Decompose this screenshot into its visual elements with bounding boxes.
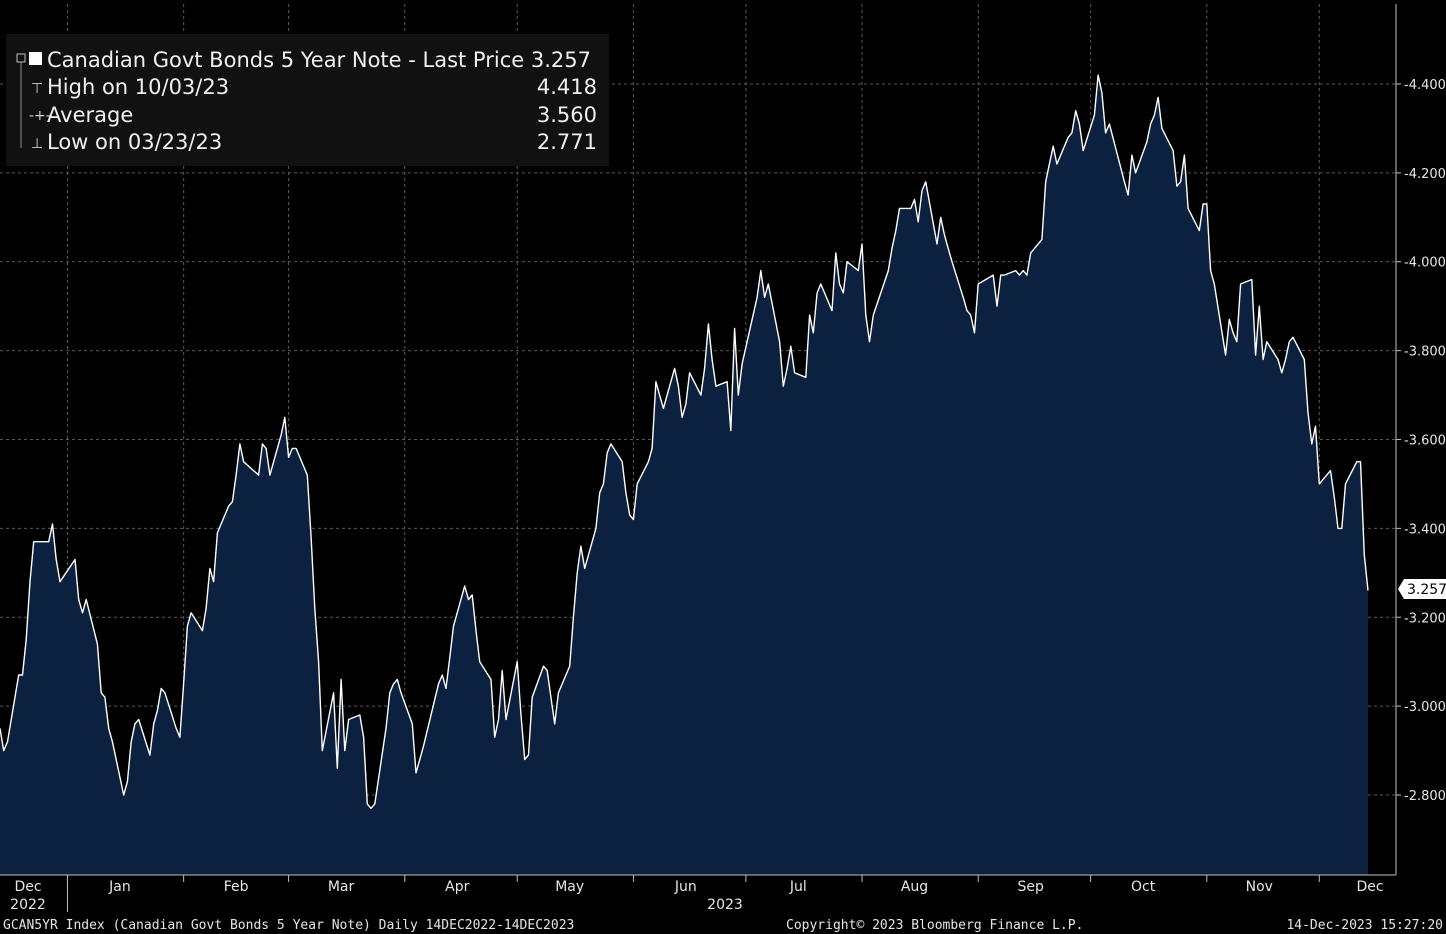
last-price-tag-text: 3.257 — [1407, 582, 1446, 598]
x-axis-ticks: Dec 2022 Jan Feb Mar Apr May Jun 2023 Jul Aug Sep Oc… — [10, 875, 1384, 913]
x-tick-label: Jan — [108, 879, 131, 895]
x-tick-label: Oct — [1131, 879, 1156, 895]
x-tick-label: Feb — [224, 879, 249, 895]
footer-index-info: GCAN5YR Index (Canadian Govt Bonds 5 Yea… — [3, 918, 574, 933]
y-tick-label: -3.600 — [1404, 434, 1446, 449]
legend-high-label: High on 10/03/23 — [47, 75, 229, 99]
series-color-swatch-icon — [29, 52, 42, 65]
x-tick-label: May — [555, 879, 584, 895]
x-tick-label: Jul — [789, 879, 807, 895]
y-tick-label: -2.800 — [1404, 789, 1446, 804]
legend-average-value: 3.560 — [537, 103, 597, 127]
x-year-label: 2023 — [707, 897, 743, 913]
last-price-tag-shape — [1398, 579, 1446, 599]
x-year-label: 2022 — [10, 897, 46, 913]
x-tick-label: Nov — [1246, 879, 1273, 895]
legend-average-label: Average — [47, 103, 133, 127]
x-tick-label: Sep — [1017, 879, 1044, 895]
legend-background — [6, 34, 609, 166]
x-tick-label: Apr — [445, 879, 469, 895]
footer-copyright: Copyright© 2023 Bloomberg Finance L.P. — [786, 918, 1083, 933]
legend-low-label: Low on 03/23/23 — [47, 130, 222, 154]
series-line — [0, 74, 1369, 809]
legend-high-value: 4.418 — [537, 75, 597, 99]
legend-low-value: 2.771 — [537, 130, 597, 154]
x-tick-label: Jun — [674, 879, 697, 895]
high-marker-icon: ⊤ — [31, 81, 43, 97]
y-tick-label: -4.000 — [1404, 256, 1446, 271]
x-tick-label: Aug — [901, 879, 928, 895]
y-axis-ticks: -2.800 -3.000 -3.200 -3.400 -3.600 -3.800 -4.0… — [1396, 78, 1446, 804]
low-marker-icon: ⊥ — [31, 136, 43, 152]
y-tick-label: -3.400 — [1404, 522, 1446, 537]
y-tick-label: -3.000 — [1404, 700, 1446, 715]
legend: Canadian Govt Bonds 5 Year Note - Last P… — [6, 34, 609, 166]
legend-collapse-icon[interactable] — [16, 53, 26, 63]
y-tick-label: -4.200 — [1404, 167, 1446, 182]
average-marker-icon: -+- — [29, 108, 51, 124]
x-tick-label: Mar — [328, 879, 355, 895]
y-tick-label: -3.800 — [1404, 345, 1446, 360]
y-tick-label: -3.200 — [1404, 611, 1446, 626]
footer-timestamp: 14-Dec-2023 15:27:20 — [1286, 918, 1443, 933]
y-tick-label: -4.400 — [1404, 78, 1446, 93]
last-price-tag: 3.257 — [1398, 579, 1446, 599]
legend-series-label: Canadian Govt Bonds 5 Year Note - Last P… — [47, 48, 591, 72]
x-tick-label: Dec — [14, 879, 41, 895]
x-tick-label: Dec — [1356, 879, 1383, 895]
